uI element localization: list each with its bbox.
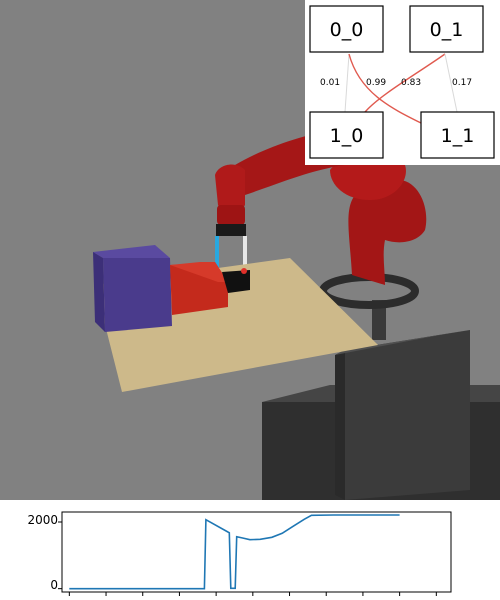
graph-node-0_0: 0_0 <box>309 5 384 53</box>
gripper-finger-right <box>243 236 247 268</box>
graph-node-0_1: 0_1 <box>409 5 484 53</box>
edge-weight-0_0-1_0: 0.01 <box>320 78 340 88</box>
y-tick-label-2000: 2000 <box>27 513 58 527</box>
graph-node-1_0-label: 1_0 <box>330 125 364 147</box>
purple-box-side <box>93 252 105 332</box>
edge-0_0-1_1 <box>348 53 428 127</box>
purple-box-top <box>93 245 170 258</box>
pedestal-column-front <box>345 330 470 500</box>
graph-node-1_1: 1_1 <box>420 111 495 159</box>
edge-0_1-1_0 <box>364 53 446 113</box>
robot-shoulder <box>330 154 406 200</box>
plot-axes-frame <box>61 511 452 593</box>
y-tick-label-0: 0 <box>50 578 58 592</box>
graph-node-1_1-label: 1_1 <box>441 125 475 147</box>
gripper-finger-left <box>215 236 219 268</box>
edge-weight-0_1-1_0: 0.83 <box>401 78 421 88</box>
edge-weight-0_1-1_1: 0.17 <box>452 78 472 88</box>
edge-0_0-1_0 <box>344 53 350 113</box>
pedestal-column-side <box>335 350 345 500</box>
red-box-top <box>170 262 228 282</box>
robot-gripper-mount <box>216 224 246 236</box>
series-line <box>69 514 400 590</box>
target-marker <box>241 268 247 274</box>
graph-node-0_1-label: 0_1 <box>430 19 464 41</box>
graph-node-1_0: 1_0 <box>309 111 384 159</box>
black-target-block <box>222 270 250 293</box>
graph-node-0_0-label: 0_0 <box>330 19 364 41</box>
purple-box-front <box>103 258 172 332</box>
edge-weight-0_0-1_1: 0.99 <box>366 78 386 88</box>
transition-graph: 0.01 0.99 0.83 0.17 0_0 0_1 1_0 1_1 <box>305 0 500 165</box>
edge-0_1-1_1 <box>444 53 458 113</box>
robot-wrist <box>217 205 245 225</box>
robot-body <box>348 180 427 285</box>
line-chart: 2000 0 <box>0 500 500 600</box>
robot-stand-pole <box>372 300 386 340</box>
robot-forearm <box>215 164 245 213</box>
